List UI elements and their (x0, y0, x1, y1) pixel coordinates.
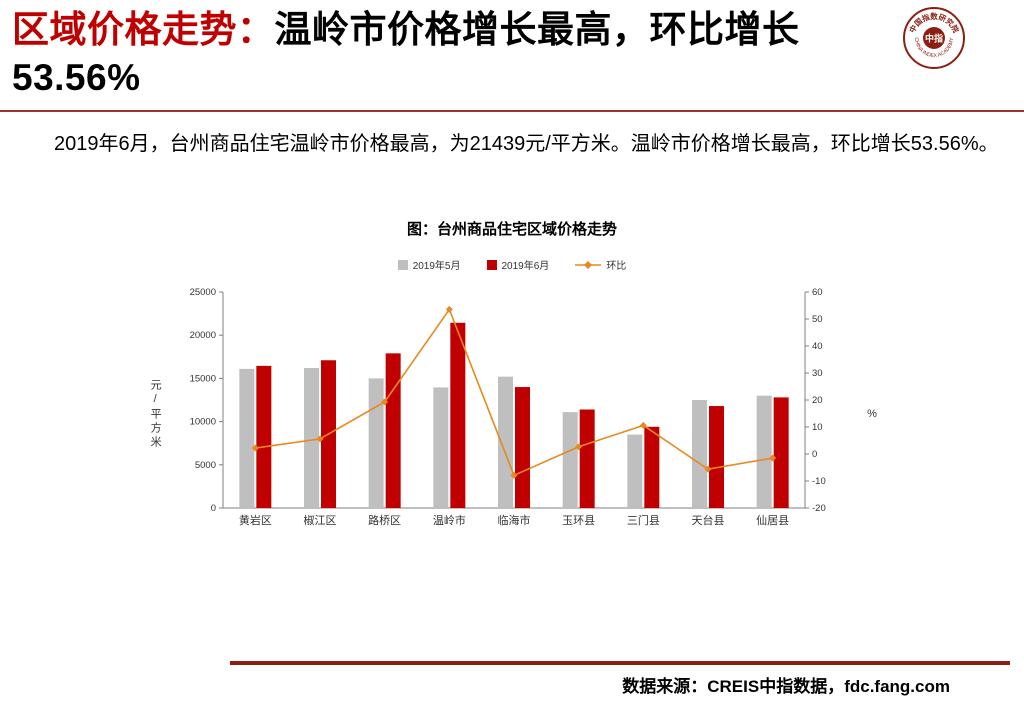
right-tick-label: 20 (812, 395, 823, 406)
right-tick-label: -20 (812, 503, 826, 514)
right-tick-label: 50 (812, 314, 823, 325)
mom-line-marker (510, 472, 518, 480)
footer-divider (230, 661, 1010, 665)
right-tick-label: 10 (812, 422, 823, 433)
logo-center-text: 中指 (925, 33, 943, 44)
mom-line-marker (704, 465, 712, 473)
bar-2019-06 (644, 426, 660, 509)
mom-line-marker (316, 435, 324, 443)
right-axis-unit-label: % (867, 408, 877, 421)
left-tick-label: 0 (211, 503, 216, 514)
legend-label-june: 2019年6月 (501, 261, 550, 273)
x-category-label: 三门县 (627, 513, 660, 527)
bar-2019-06 (709, 406, 725, 509)
left-tick-label: 15000 (190, 374, 216, 385)
right-tick-label: 60 (812, 287, 823, 298)
legend-item-june: 2019年6月 (486, 257, 550, 273)
chart-area: 元/平方米 0 5000 10000 15000 20000 25000 -20 -10 0 10… (132, 280, 892, 548)
legend-item-may: 2019年5月 (397, 257, 461, 273)
header: 区域价格走势：温岭市价格增长最高，环比增长53.56% 中国指数研究院 中指 C… (0, 0, 1024, 110)
x-category-label: 天台县 (692, 513, 725, 527)
bar-2019-05 (368, 378, 384, 509)
x-category-label: 临海市 (498, 513, 531, 527)
x-category-label: 黄岩区 (239, 513, 272, 527)
legend-swatch-june (486, 259, 497, 270)
page-title-highlight: 区域价格走势： (12, 9, 275, 50)
bar-2019-05 (304, 368, 320, 509)
bar-2019-05 (756, 395, 772, 509)
bar-2019-05 (627, 434, 643, 509)
bar-2019-05 (692, 400, 708, 509)
header-divider (0, 110, 1024, 113)
left-tick-label: 5000 (195, 460, 216, 471)
legend-swatch-may (397, 259, 408, 270)
bar-2019-06 (450, 322, 466, 509)
bar-2019-06 (385, 353, 401, 509)
mom-line-marker (639, 422, 647, 430)
logo-seal (923, 27, 945, 49)
bar-2019-05 (433, 387, 449, 509)
mom-line-marker (251, 444, 259, 452)
x-category-label: 玉环县 (562, 514, 595, 527)
bar-2019-06 (256, 366, 272, 509)
legend-label-mom: 环比 (606, 261, 627, 273)
right-tick-label: 0 (812, 449, 817, 460)
data-source-note: 数据来源：CREIS中指数据，fdc.fang.com (622, 677, 950, 696)
x-category-label: 椒江区 (304, 513, 337, 527)
right-tick-label: 40 (812, 341, 823, 352)
chart-block: 图：台州商品住宅区域价格走势 2019年5月 2019年6月 环比 元/平方米 … (132, 218, 892, 548)
bar-2019-05 (562, 412, 578, 509)
x-category-label: 仙居县 (756, 514, 789, 527)
left-axis-unit-label: 元/平方米 (149, 378, 162, 450)
china-index-academy-logo: 中国指数研究院 中指 CHINA INDEX ACADEMY (903, 7, 965, 69)
chart-legend: 2019年5月 2019年6月 环比 (132, 257, 892, 272)
bar-2019-06 (579, 409, 595, 509)
right-tick-label: 30 (812, 368, 823, 379)
mom-line-marker (575, 443, 583, 451)
page-title: 区域价格走势：温岭市价格增长最高，环比增长53.56% (12, 6, 892, 102)
left-tick-label: 10000 (190, 417, 216, 428)
legend-item-mom: 环比 (575, 257, 626, 272)
legend-swatch-mom-line (575, 260, 602, 269)
mom-line-marker (381, 398, 389, 406)
left-tick-label: 25000 (190, 287, 216, 298)
bar-2019-05 (498, 376, 514, 509)
right-tick-label: -10 (812, 476, 826, 487)
legend-label-may: 2019年5月 (412, 261, 461, 273)
x-category-label: 路桥区 (368, 514, 401, 527)
price-trend-chart: 0 5000 10000 15000 20000 25000 -20 -10 0 10 20 30 40… (190, 287, 826, 527)
page-title-rest: 温岭市价格增长最高，环比增长53.56% (12, 9, 800, 99)
mom-line-marker (445, 306, 453, 314)
bar-2019-06 (773, 397, 789, 509)
left-tick-label: 20000 (190, 330, 216, 341)
mom-line-marker (769, 454, 777, 462)
bar-2019-05 (239, 369, 255, 509)
summary-paragraph: 2019年6月，台州商品住宅温岭市价格最高，为21439元/平方米。温岭市价格增… (54, 133, 999, 156)
x-category-label: 温岭市 (433, 513, 466, 527)
bar-2019-06 (515, 387, 531, 509)
chart-title: 图：台州商品住宅区域价格走势 (406, 221, 617, 239)
